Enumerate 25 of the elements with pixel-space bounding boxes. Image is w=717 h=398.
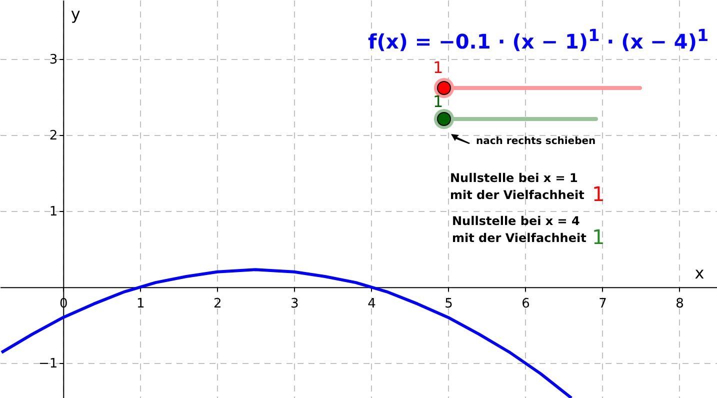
x-tick-label: 8 (676, 296, 684, 312)
annotation: 1 (433, 58, 444, 77)
annotation: 1 (592, 225, 605, 249)
x-tick-label: 5 (444, 296, 453, 312)
y-tick-label: 1 (49, 204, 58, 220)
annotation: 1 (592, 182, 605, 206)
y-tick-label: 3 (49, 52, 58, 68)
y-axis-title: y (70, 4, 80, 24)
y-tick-label: 2 (49, 128, 58, 144)
annotation: Nullstelle bei x = 1 (450, 171, 578, 185)
line-series (0, 268, 573, 398)
x-tick-label: 3 (290, 296, 299, 312)
x-tick-label: 2 (214, 296, 222, 312)
annotation: mit der Vielfachheit (450, 188, 584, 202)
x-axis-title: x (694, 264, 704, 283)
annotation: mit der Vielfachheit (452, 231, 586, 245)
annotation: nach rechts schieben (476, 136, 596, 147)
annotation: 1 (433, 92, 444, 111)
x-tick-label: 6 (522, 296, 530, 312)
x-tick-label: 1 (136, 296, 145, 312)
y-tick-label: −1 (38, 356, 58, 372)
text: f(x) = −0.1 · (x − 1)$^{1}$ · (x − 4)$^{1}$ (368, 26, 709, 54)
annotation: Nullstelle bei x = 4 (452, 214, 580, 228)
x-tick-label: 7 (598, 296, 607, 312)
x-tick-label: 4 (368, 296, 376, 312)
